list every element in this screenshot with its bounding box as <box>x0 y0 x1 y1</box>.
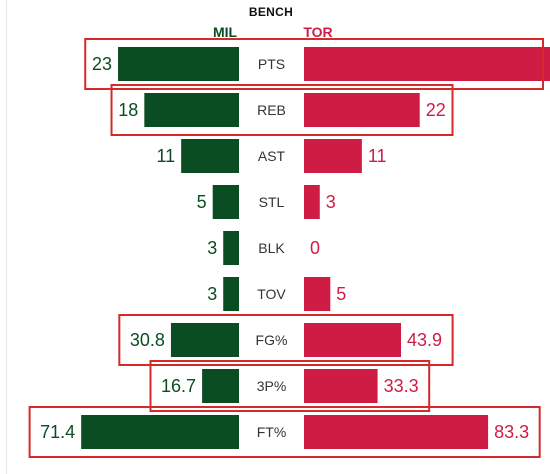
highlight-box-ft-pct <box>28 406 541 458</box>
value-mil-blk: 3 <box>207 238 217 258</box>
bar-mil-pts <box>118 47 239 81</box>
value-mil-fg-pct: 30.8 <box>130 330 165 350</box>
stat-row-blk: BLK 3 0 <box>207 231 320 265</box>
stat-label-fg-pct: FG% <box>256 332 288 348</box>
value-tor-ft-pct: 83.3 <box>494 422 529 442</box>
stat-row-tov: TOV 3 5 <box>207 277 346 311</box>
bar-mil-fg-pct <box>170 323 239 357</box>
value-mil-pts: 23 <box>92 54 112 74</box>
stat-row-3p-pct: 3P% 16.7 33.3 <box>149 360 431 412</box>
value-tor-3p-pct: 33.3 <box>384 376 419 396</box>
value-mil-stl: 5 <box>197 192 207 212</box>
stat-row-reb: REB 18 22 <box>110 84 454 136</box>
stat-label-pts: PTS <box>258 56 285 72</box>
stat-label-ast: AST <box>258 148 286 164</box>
stat-row-ft-pct: FT% 71.4 83.3 <box>28 406 541 458</box>
bar-mil-tov <box>223 277 239 311</box>
stat-label-reb: REB <box>257 102 286 118</box>
bar-tor-ft-pct <box>304 415 489 449</box>
bar-tor-tov <box>304 277 331 311</box>
value-tor-blk: 0 <box>310 238 320 258</box>
highlight-box-3p-pct <box>149 360 431 412</box>
stat-label-3p-pct: 3P% <box>257 378 287 394</box>
value-mil-tov: 3 <box>207 284 217 304</box>
bar-mil-ft-pct <box>81 415 240 449</box>
bar-mil-stl <box>212 185 239 219</box>
stat-label-tov: TOV <box>257 286 286 302</box>
chart-title: BENCH <box>248 5 294 19</box>
bar-tor-fg-pct <box>304 323 402 357</box>
value-tor-fg-pct: 43.9 <box>407 330 442 350</box>
value-tor-stl: 3 <box>326 192 336 212</box>
bar-tor-pts <box>304 47 550 81</box>
team-label-mil: MIL <box>212 24 238 40</box>
highlight-box-fg-pct <box>118 314 454 366</box>
value-mil-ast: 11 <box>156 146 175 166</box>
team-label-tor: TOR <box>303 24 333 40</box>
highlight-box-reb <box>110 84 454 136</box>
bar-mil-ast <box>181 139 239 173</box>
stat-row-pts: PTS2348 <box>84 38 550 90</box>
value-tor-ast: 11 <box>368 146 387 166</box>
value-tor-tov: 5 <box>336 284 346 304</box>
bar-mil-reb <box>144 93 239 127</box>
stat-label-stl: STL <box>259 194 285 210</box>
stat-row-fg-pct: FG% 30.8 43.9 <box>118 314 454 366</box>
value-mil-reb: 18 <box>118 100 138 120</box>
stat-row-stl: STL 5 3 <box>197 185 336 219</box>
stat-label-blk: BLK <box>258 240 285 256</box>
bar-mil-blk <box>223 231 239 265</box>
bar-tor-stl <box>304 185 320 219</box>
stat-label-ft-pct: FT% <box>257 424 287 440</box>
bar-tor-ast <box>304 139 362 173</box>
value-tor-reb: 22 <box>426 100 446 120</box>
bar-mil-3p-pct <box>202 369 239 403</box>
stat-row-ast: AST 11 11 <box>156 139 387 173</box>
left-rule <box>6 0 7 474</box>
bar-tor-3p-pct <box>304 369 378 403</box>
highlight-box-pts <box>84 38 544 90</box>
value-mil-ft-pct: 71.4 <box>40 422 75 442</box>
value-mil-3p-pct: 16.7 <box>161 376 196 396</box>
bar-tor-reb <box>304 93 420 127</box>
